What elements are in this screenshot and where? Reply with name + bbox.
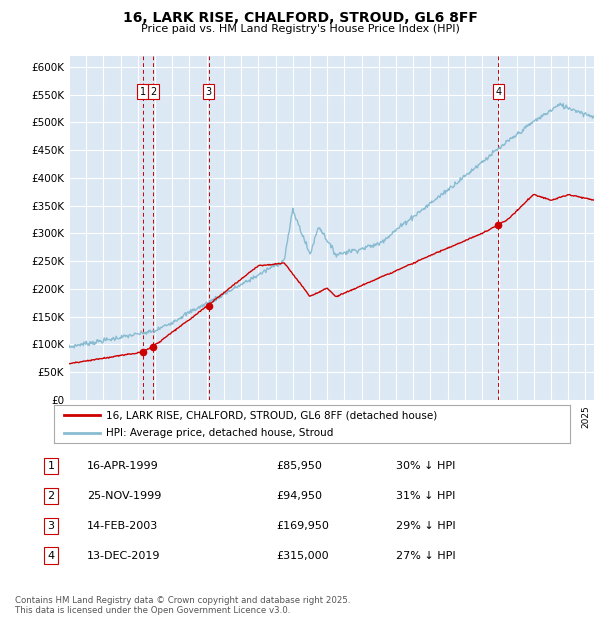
Text: 1: 1: [47, 461, 55, 471]
Text: 25-NOV-1999: 25-NOV-1999: [87, 491, 161, 501]
Text: 4: 4: [496, 87, 502, 97]
Text: £85,950: £85,950: [276, 461, 322, 471]
Text: 16-APR-1999: 16-APR-1999: [87, 461, 159, 471]
Text: £94,950: £94,950: [276, 491, 322, 501]
Text: Price paid vs. HM Land Registry's House Price Index (HPI): Price paid vs. HM Land Registry's House …: [140, 24, 460, 33]
Text: 14-FEB-2003: 14-FEB-2003: [87, 521, 158, 531]
Text: 27% ↓ HPI: 27% ↓ HPI: [396, 551, 455, 560]
Text: 4: 4: [47, 551, 55, 560]
Text: 30% ↓ HPI: 30% ↓ HPI: [396, 461, 455, 471]
Text: HPI: Average price, detached house, Stroud: HPI: Average price, detached house, Stro…: [106, 428, 333, 438]
Text: 16, LARK RISE, CHALFORD, STROUD, GL6 8FF: 16, LARK RISE, CHALFORD, STROUD, GL6 8FF: [122, 11, 478, 25]
Text: 2: 2: [150, 87, 157, 97]
Text: 31% ↓ HPI: 31% ↓ HPI: [396, 491, 455, 501]
Text: £169,950: £169,950: [276, 521, 329, 531]
Text: Contains HM Land Registry data © Crown copyright and database right 2025.
This d: Contains HM Land Registry data © Crown c…: [15, 596, 350, 615]
Text: 3: 3: [47, 521, 55, 531]
Text: 2: 2: [47, 491, 55, 501]
Text: 16, LARK RISE, CHALFORD, STROUD, GL6 8FF (detached house): 16, LARK RISE, CHALFORD, STROUD, GL6 8FF…: [106, 410, 437, 420]
Text: £315,000: £315,000: [276, 551, 329, 560]
Text: 3: 3: [206, 87, 212, 97]
Text: 13-DEC-2019: 13-DEC-2019: [87, 551, 161, 560]
Text: 1: 1: [140, 87, 146, 97]
Text: 29% ↓ HPI: 29% ↓ HPI: [396, 521, 455, 531]
